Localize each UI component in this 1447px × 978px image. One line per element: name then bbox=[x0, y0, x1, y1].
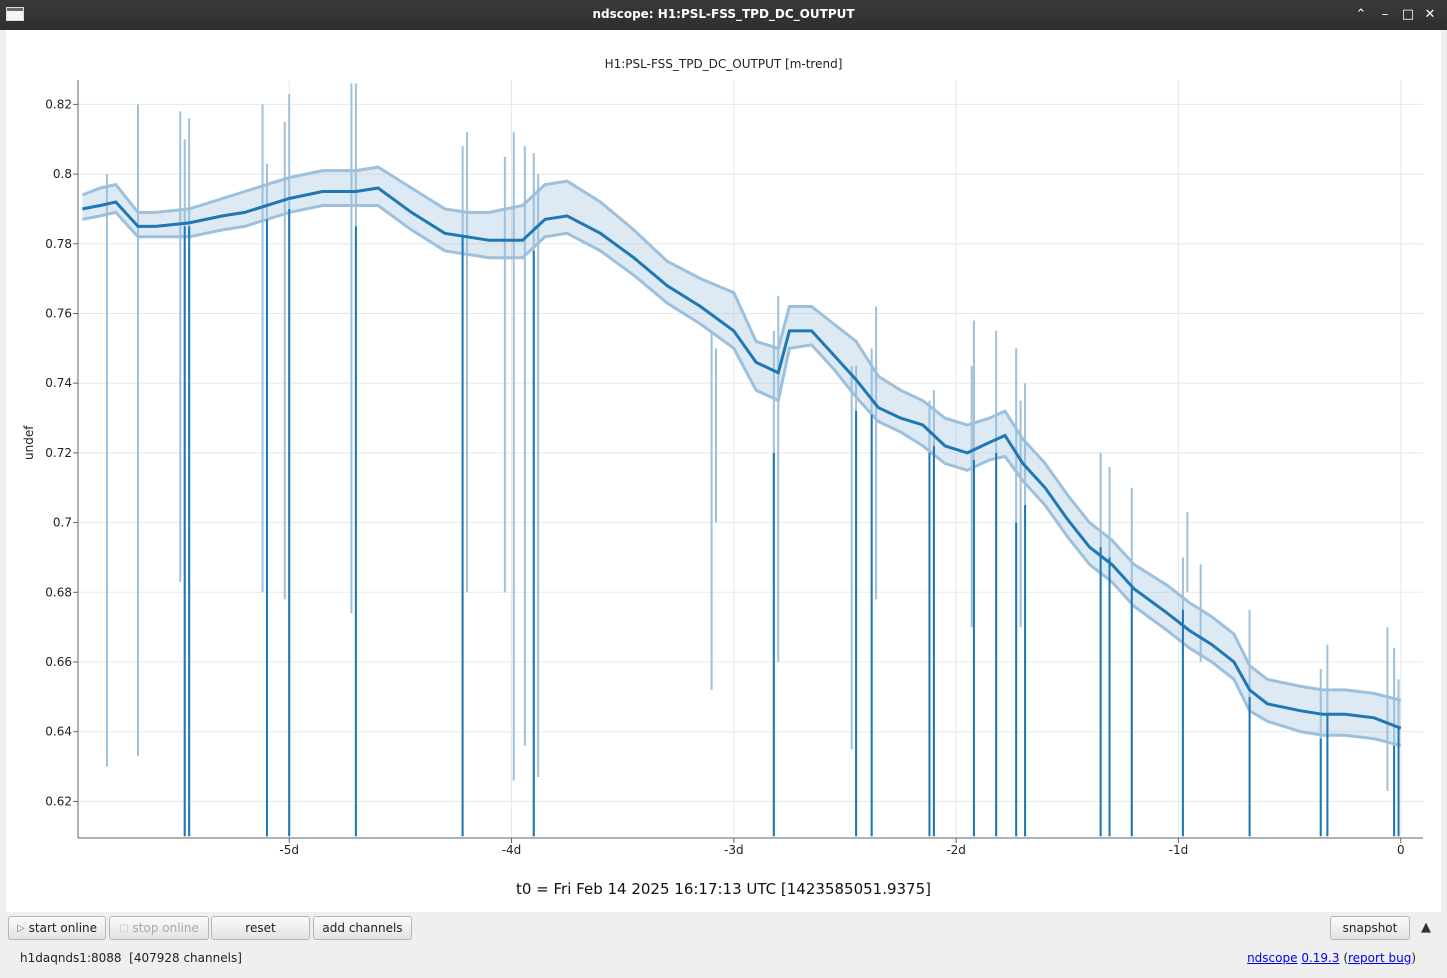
version-link[interactable]: 0.19.3 bbox=[1301, 951, 1340, 965]
y-tick-label-9: 0.8 bbox=[53, 167, 72, 181]
minimize-icon[interactable]: – bbox=[1381, 7, 1389, 22]
snapshot-label: snapshot bbox=[1342, 921, 1398, 935]
y-tick-label-6: 0.74 bbox=[45, 376, 72, 390]
report-bug-link[interactable]: report bug bbox=[1348, 951, 1412, 965]
t0-label: t0 = Fri Feb 14 2025 16:17:13 UTC [14235… bbox=[515, 880, 931, 898]
app-window-icon[interactable] bbox=[6, 7, 24, 21]
play-icon: ▷ bbox=[16, 922, 25, 934]
y-tick-label-1: 0.64 bbox=[45, 725, 72, 739]
snapshot-button[interactable]: snapshot bbox=[1330, 916, 1410, 940]
x-tick-label-4: -1d bbox=[1169, 843, 1189, 857]
minmax-band bbox=[82, 167, 1401, 746]
start-online-button[interactable]: ▷ start online bbox=[8, 916, 106, 940]
title-bar[interactable]: ndscope: H1:PSL-FSS_TPD_DC_OUTPUT ⌃ – □ … bbox=[0, 0, 1447, 30]
reset-label: reset bbox=[245, 921, 276, 935]
stop-online-button[interactable]: □ stop online bbox=[109, 916, 209, 940]
plot-title: H1:PSL-FSS_TPD_DC_OUTPUT [m-trend] bbox=[604, 57, 843, 71]
x-tick-label-0: -5d bbox=[279, 843, 299, 857]
close-icon[interactable]: ✕ bbox=[1424, 7, 1436, 22]
start-online-label: start online bbox=[28, 921, 98, 935]
y-tick-label-0: 0.62 bbox=[45, 794, 72, 808]
plot-panel[interactable]: H1:PSL-FSS_TPD_DC_OUTPUT [m-trend] undef… bbox=[6, 30, 1441, 912]
x-tick-label-2: -3d bbox=[724, 843, 744, 857]
series-mean-line bbox=[82, 186, 1402, 730]
x-tick-label-3: -2d bbox=[946, 843, 966, 857]
window-title: ndscope: H1:PSL-FSS_TPD_DC_OUTPUT bbox=[592, 7, 855, 21]
add-channels-button[interactable]: add channels bbox=[313, 916, 412, 940]
maximize-icon[interactable]: □ bbox=[1401, 7, 1415, 22]
stop-online-label: stop online bbox=[132, 921, 199, 935]
y-tick-label-8: 0.78 bbox=[45, 237, 72, 251]
y-tick-label-7: 0.76 bbox=[45, 306, 72, 320]
collapse-toggle-icon[interactable]: ▲ bbox=[1421, 920, 1431, 935]
plot-canvas[interactable]: 0.62 0.64 0.66 0.68 0.7 0.72 0.74 0.76 0.78 0.8 0.… bbox=[6, 30, 1441, 912]
y-tick-label-3: 0.68 bbox=[45, 585, 72, 599]
y-tick-label-2: 0.66 bbox=[45, 655, 72, 669]
ndscope-link[interactable]: ndscope bbox=[1247, 951, 1298, 965]
y-tick-label-4: 0.7 bbox=[53, 516, 72, 530]
y-tick-label-5: 0.72 bbox=[45, 446, 72, 460]
x-tick-label-1: -4d bbox=[502, 843, 522, 857]
reset-button[interactable]: reset bbox=[211, 916, 310, 940]
stop-icon: □ bbox=[119, 922, 129, 934]
series-min-line bbox=[82, 204, 1402, 748]
about-links: ndscope 0.19.3 (report bug) bbox=[1247, 951, 1416, 965]
server-status: h1daqnds1:8088 [407928 channels] bbox=[20, 951, 242, 965]
shade-up-icon[interactable]: ⌃ bbox=[1355, 7, 1367, 22]
series-max-line bbox=[81, 165, 1402, 702]
y-tick-label-10: 0.82 bbox=[45, 97, 72, 111]
add-channels-label: add channels bbox=[322, 921, 403, 935]
x-tick-label-5: 0 bbox=[1397, 843, 1405, 857]
